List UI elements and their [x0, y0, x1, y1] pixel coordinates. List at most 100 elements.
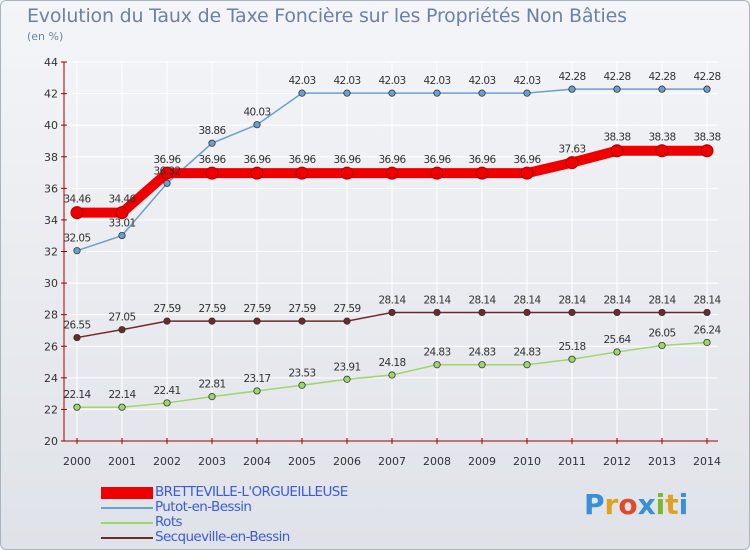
y-tick-label: 32 — [44, 246, 58, 259]
data-point-bretteville-l-orgueilleuse — [160, 166, 174, 180]
data-point-putot-en-bessin — [388, 89, 396, 97]
data-label-bretteville-l-orgueilleuse: 38.38 — [648, 132, 675, 144]
data-label-rots: 24.83 — [468, 347, 495, 359]
data-label-secqueville-en-bessin: 28.14 — [378, 294, 406, 306]
data-point-bretteville-l-orgueilleuse — [385, 166, 399, 180]
data-point-secqueville-en-bessin — [343, 317, 351, 325]
x-tick-label: 2004 — [243, 455, 271, 468]
x-tick-label: 2013 — [648, 455, 676, 468]
chart-title: Evolution du Taux de Taxe Foncière sur l… — [27, 5, 627, 27]
y-tick-label: 40 — [44, 119, 58, 132]
y-tick-label: 26 — [44, 340, 58, 353]
data-point-secqueville-en-bessin — [568, 308, 576, 317]
data-label-bretteville-l-orgueilleuse: 36.96 — [513, 154, 541, 166]
data-point-putot-en-bessin — [568, 85, 576, 93]
data-label-putot-en-bessin: 33.01 — [108, 218, 135, 230]
data-label-putot-en-bessin: 36.32 — [153, 165, 180, 177]
data-label-bretteville-l-orgueilleuse: 36.96 — [288, 154, 316, 166]
data-point-rots — [163, 399, 171, 407]
legend-swatch-secqueville — [101, 536, 153, 539]
legend-swatch-bretteville — [101, 486, 153, 499]
data-label-rots: 25.18 — [558, 341, 585, 353]
data-label-secqueville-en-bessin: 27.59 — [243, 303, 270, 315]
x-tick-label: 2003 — [198, 455, 226, 468]
legend-swatch-putot — [101, 506, 153, 509]
data-point-putot-en-bessin — [118, 231, 126, 240]
data-label-putot-en-bessin: 32.05 — [63, 233, 90, 245]
data-point-bretteville-l-orgueilleuse — [520, 166, 534, 180]
x-tick-label: 2001 — [108, 455, 136, 468]
data-point-secqueville-en-bessin — [298, 317, 306, 325]
logo-letter: P — [584, 488, 605, 521]
data-label-rots: 22.81 — [198, 379, 225, 391]
logo-letter: t — [665, 488, 679, 521]
legend-label: Rots — [155, 514, 183, 530]
data-label-putot-en-bessin: 42.03 — [378, 75, 405, 87]
data-label-secqueville-en-bessin: 27.05 — [108, 312, 135, 324]
data-label-putot-en-bessin: 42.03 — [423, 75, 450, 87]
data-label-putot-en-bessin: 42.03 — [333, 75, 360, 87]
y-tick-labels: 20 22 24 26 28 30 32 34 36 38 40 42 44 — [44, 56, 58, 448]
data-point-secqueville-en-bessin — [658, 308, 666, 317]
x-tick-label: 2008 — [423, 455, 451, 468]
legend-label: BRETTEVILLE-L'ORGUEILLEUSE — [155, 484, 348, 500]
x-tick-labels: 2000 2001 2002 2003 2004 2005 2006 2007 2008 2009… — [63, 455, 721, 468]
data-point-secqueville-en-bessin — [163, 317, 171, 325]
data-point-secqueville-en-bessin — [478, 308, 486, 317]
data-label-bretteville-l-orgueilleuse: 36.96 — [243, 154, 271, 166]
data-label-putot-en-bessin: 42.28 — [603, 71, 630, 83]
data-label-secqueville-en-bessin: 27.59 — [333, 303, 360, 315]
data-label-putot-en-bessin: 42.03 — [513, 75, 540, 87]
data-point-rots — [118, 403, 126, 411]
data-point-bretteville-l-orgueilleuse — [565, 156, 579, 170]
data-point-putot-en-bessin — [703, 85, 711, 93]
data-label-bretteville-l-orgueilleuse: 38.38 — [693, 132, 720, 144]
data-point-bretteville-l-orgueilleuse — [430, 166, 444, 180]
data-label-putot-en-bessin: 38.86 — [198, 125, 226, 137]
data-point-bretteville-l-orgueilleuse — [340, 166, 354, 180]
data-point-secqueville-en-bessin — [433, 308, 441, 317]
data-point-rots — [253, 387, 261, 395]
x-tick-label: 2006 — [333, 455, 361, 468]
data-point-bretteville-l-orgueilleuse — [205, 166, 219, 180]
data-label-secqueville-en-bessin: 27.59 — [288, 303, 315, 315]
data-point-bretteville-l-orgueilleuse — [475, 166, 489, 180]
data-point-rots — [658, 341, 666, 350]
logo-letter: o — [618, 488, 638, 521]
data-label-rots: 22.41 — [153, 385, 180, 397]
y-tick-label: 28 — [44, 309, 58, 322]
data-label-secqueville-en-bessin: 28.14 — [603, 294, 631, 306]
data-point-putot-en-bessin — [433, 89, 441, 97]
y-tick-label: 36 — [44, 182, 58, 195]
y-tick-label: 44 — [44, 56, 58, 69]
series-group — [70, 85, 714, 411]
data-label-bretteville-l-orgueilleuse: 38.38 — [603, 132, 630, 144]
data-label-rots: 22.14 — [108, 389, 136, 401]
y-tick-label: 30 — [44, 277, 58, 290]
data-point-rots — [703, 338, 711, 347]
data-label-secqueville-en-bessin: 27.59 — [198, 303, 225, 315]
data-label-rots: 23.91 — [333, 361, 360, 373]
y-tick-label: 38 — [44, 151, 58, 164]
logo-letter: x — [637, 488, 656, 521]
data-label-rots: 22.14 — [63, 389, 91, 401]
data-label-bretteville-l-orgueilleuse: 36.96 — [378, 154, 406, 166]
data-label-rots: 25.64 — [603, 334, 631, 346]
data-label-bretteville-l-orgueilleuse: 36.96 — [198, 154, 226, 166]
data-point-bretteville-l-orgueilleuse — [115, 206, 129, 220]
data-point-rots — [523, 361, 531, 369]
data-label-putot-en-bessin: 40.03 — [243, 107, 270, 119]
data-label-bretteville-l-orgueilleuse: 36.96 — [468, 154, 496, 166]
data-label-rots: 24.83 — [513, 347, 540, 359]
data-point-bretteville-l-orgueilleuse — [700, 144, 714, 158]
data-point-bretteville-l-orgueilleuse — [295, 166, 309, 180]
data-point-secqueville-en-bessin — [703, 308, 711, 317]
data-point-bretteville-l-orgueilleuse — [610, 144, 624, 158]
data-label-secqueville-en-bessin: 28.14 — [648, 294, 676, 306]
data-label-rots: 23.17 — [243, 373, 270, 385]
x-tick-label: 2007 — [378, 455, 406, 468]
grid-lines — [64, 61, 718, 442]
y-tick-label: 22 — [44, 403, 58, 416]
